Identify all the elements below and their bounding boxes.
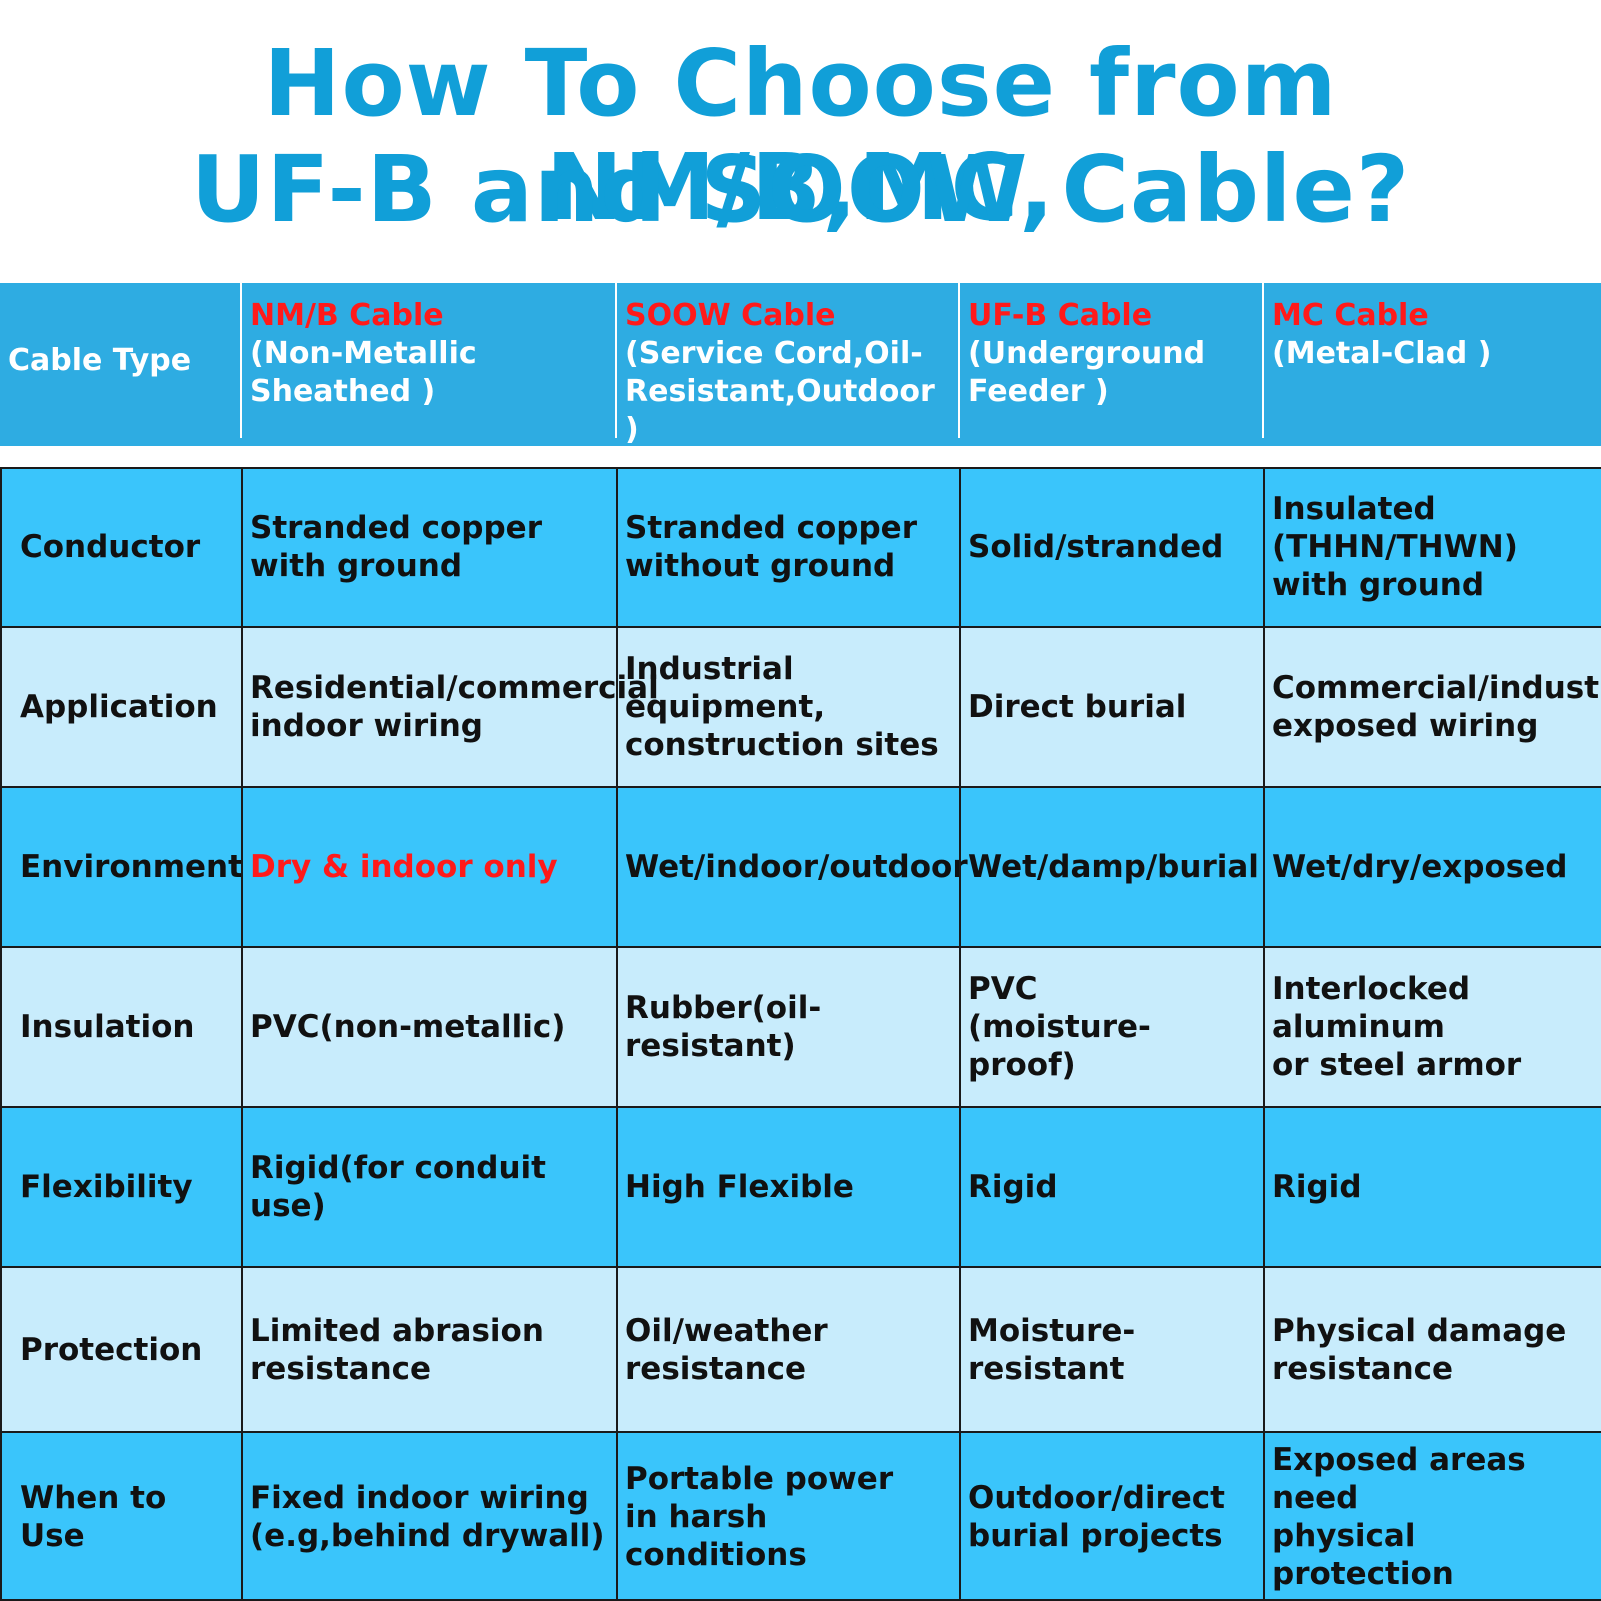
table-cell: Industrial equipment, construction sites bbox=[625, 651, 939, 763]
header-cell-cable-type: Cable Type bbox=[0, 283, 240, 438]
table-cell: Wet/indoor/outdoor bbox=[625, 849, 968, 885]
header-desc-soow: (Service Cord,Oil- Resistant,Outdoor ) bbox=[625, 336, 935, 447]
row-label: Environment bbox=[20, 849, 243, 885]
table-cell: Outdoor/direct burial projects bbox=[968, 1479, 1225, 1554]
header-divider bbox=[958, 283, 960, 438]
table-row-insulation: Insulation PVC(non-metallic) Rubber(oil-… bbox=[0, 947, 1601, 1107]
row-label: Flexibility bbox=[20, 1169, 193, 1205]
grid-line bbox=[241, 467, 243, 1601]
table-row-protection: Protection Limited abrasion resistance O… bbox=[0, 1267, 1601, 1432]
header-divider bbox=[1262, 283, 1264, 438]
page-title-line-2: UF-B and SOOW Cable? bbox=[190, 136, 1411, 243]
table-cell: Residential/commercial indoor wiring bbox=[250, 670, 659, 744]
grid-line bbox=[0, 467, 1601, 469]
table-row-conductor: Conductor Stranded copper with ground St… bbox=[0, 467, 1601, 627]
header-name-ufb: UF-B Cable bbox=[968, 298, 1153, 333]
table-cell: Rigid(for conduit use) bbox=[250, 1150, 546, 1224]
header-desc-nmb: (Non-Metallic Sheathed ) bbox=[250, 336, 477, 409]
table-cell: PVC (moisture-proof) bbox=[968, 971, 1151, 1083]
table-cell: Solid/stranded bbox=[968, 529, 1224, 565]
table-cell: Rigid bbox=[1272, 1169, 1362, 1205]
header-divider bbox=[615, 283, 617, 438]
header-divider bbox=[240, 283, 242, 438]
grid-line bbox=[0, 786, 1601, 788]
grid-line bbox=[1263, 467, 1265, 1601]
table-cell: Exposed areas need physical protection bbox=[1272, 1441, 1526, 1592]
row-label: Application bbox=[20, 689, 218, 725]
row-label: Protection bbox=[20, 1331, 203, 1368]
grid-line bbox=[0, 1431, 1601, 1433]
grid-line bbox=[616, 467, 618, 1601]
table-header: Cable Type NM/B Cable (Non-Metallic Shea… bbox=[0, 283, 1601, 447]
table-cell-highlight: Dry & indoor only bbox=[250, 849, 558, 885]
table-cell: Stranded copper with ground bbox=[250, 510, 542, 584]
header-name-nmb: NM/B Cable bbox=[250, 298, 444, 333]
header-cell-mc: MC Cable (Metal-Clad ) bbox=[1264, 283, 1601, 438]
table-cell: Wet/dry/exposed bbox=[1272, 849, 1568, 885]
table-cell: Portable power in harsh conditions bbox=[625, 1460, 894, 1573]
table-cell: Interlocked aluminum or steel armor bbox=[1272, 971, 1522, 1083]
grid-line bbox=[0, 467, 2, 1601]
header-cell-soow: SOOW Cable (Service Cord,Oil- Resistant,… bbox=[617, 283, 958, 447]
table-cell: Rigid bbox=[968, 1169, 1058, 1205]
grid-line bbox=[0, 946, 1601, 948]
table-row-flexibility: Flexibility Rigid(for conduit use) High … bbox=[0, 1107, 1601, 1267]
table-cell: Direct burial bbox=[968, 689, 1187, 725]
header-desc-ufb: (Underground Feeder ) bbox=[968, 336, 1206, 409]
table-cell: Limited abrasion resistance bbox=[250, 1312, 544, 1387]
header-name-soow: SOOW Cable bbox=[625, 298, 836, 333]
table-cell: Wet/damp/burial bbox=[968, 849, 1259, 885]
row-label: When to Use bbox=[20, 1479, 167, 1554]
table-cell: PVC(non-metallic) bbox=[250, 1009, 566, 1045]
header-label: Cable Type bbox=[8, 342, 192, 378]
table-row-when-to-use: When to Use Fixed indoor wiring (e.g,beh… bbox=[0, 1432, 1601, 1601]
page-title-line-1: How To Choose from NM/B,MC, bbox=[263, 30, 1338, 241]
grid-line bbox=[0, 1599, 1601, 1601]
header-name-mc: MC Cable bbox=[1272, 298, 1429, 333]
header-cell-ufb: UF-B Cable (Underground Feeder ) bbox=[960, 283, 1262, 438]
table-cell: Insulated (THHN/THWN) with ground bbox=[1272, 491, 1518, 603]
table-cell: High Flexible bbox=[625, 1169, 854, 1205]
table-cell: Rubber(oil-resistant) bbox=[625, 990, 822, 1064]
row-label: Conductor bbox=[20, 529, 201, 565]
grid-line bbox=[0, 626, 1601, 628]
table-cell: Stranded copper without ground bbox=[625, 510, 917, 584]
grid-line bbox=[0, 1266, 1601, 1268]
header-cell-nmb: NM/B Cable (Non-Metallic Sheathed ) bbox=[242, 283, 615, 438]
table-row-application: Application Residential/commercial indoo… bbox=[0, 627, 1601, 787]
comparison-table: Conductor Stranded copper with ground St… bbox=[0, 467, 1601, 1601]
grid-line bbox=[0, 1106, 1601, 1108]
row-label: Insulation bbox=[20, 1009, 195, 1045]
table-cell: Oil/weather resistance bbox=[625, 1312, 828, 1387]
table-cell: Physical damage resistance bbox=[1272, 1312, 1567, 1387]
table-row-environment: Environment Dry & indoor only Wet/indoor… bbox=[0, 787, 1601, 947]
header-desc-mc: (Metal-Clad ) bbox=[1272, 336, 1492, 371]
table-cell: Moisture-resistant bbox=[968, 1312, 1136, 1387]
table-cell: Fixed indoor wiring (e.g,behind drywall) bbox=[250, 1479, 605, 1554]
grid-line bbox=[959, 467, 961, 1601]
table-cell: Commercial/industrial exposed wiring bbox=[1272, 670, 1601, 744]
